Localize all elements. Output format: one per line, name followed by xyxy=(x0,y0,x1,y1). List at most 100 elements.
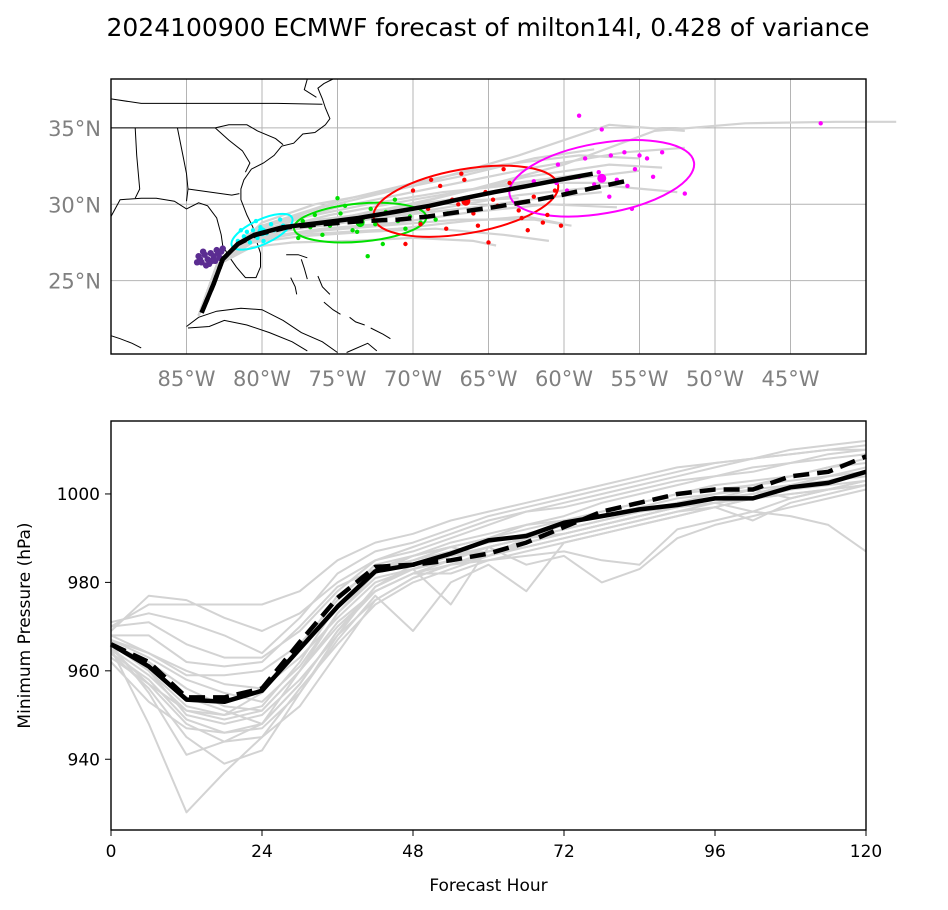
ensemble-position-point xyxy=(632,166,638,172)
coastline xyxy=(186,307,338,353)
coastline-outline xyxy=(110,78,391,353)
ensemble-pressure-line xyxy=(110,444,867,628)
ensemble-position-point xyxy=(403,226,408,231)
ensemble-pressure-line xyxy=(110,470,867,677)
y-tick-label: 980 xyxy=(68,573,100,593)
ensemble-position-point xyxy=(437,183,443,189)
ensemble-position-point xyxy=(207,249,214,257)
ensemble-position-point xyxy=(354,229,360,234)
ensemble-position-point xyxy=(608,153,614,158)
ensemble-mean-position xyxy=(597,173,607,183)
pressure-mean-lines xyxy=(109,454,867,705)
pressure-x-axis-label: Forecast Hour xyxy=(429,876,547,896)
coastline xyxy=(110,78,334,279)
map-tick-labels: 85°W 80°W 75°W 70°W 65°W 60°W 55°W 50°W 45°W 25°N… xyxy=(48,117,820,391)
x-tick-label: 24 xyxy=(251,842,273,862)
pressure-ticks: 0 24 48 72 96 120 940 960 980 1000 xyxy=(57,485,882,862)
map-x-tick-label: 50°W xyxy=(686,367,744,391)
coastline xyxy=(349,316,365,326)
ensemble-position-point xyxy=(380,241,385,247)
ensemble-position-point xyxy=(576,113,582,118)
ensemble-position-point xyxy=(519,215,524,221)
ensemble-position-point xyxy=(428,177,434,183)
ensemble-position-point xyxy=(300,218,305,224)
y-tick-label: 940 xyxy=(68,750,100,770)
coastline xyxy=(187,188,240,196)
ensemble-pressure-line xyxy=(110,501,867,721)
x-tick-label: 48 xyxy=(402,842,424,862)
ensemble-position-point xyxy=(213,246,220,254)
ensemble-position-point xyxy=(365,254,370,259)
coastline xyxy=(323,301,341,315)
coastline xyxy=(317,275,331,295)
map-x-tick-label: 70°W xyxy=(384,367,442,391)
coastline xyxy=(111,124,284,146)
map-x-tick-label: 85°W xyxy=(158,367,216,391)
coastline xyxy=(110,98,323,105)
mean-track-solid xyxy=(199,171,594,314)
y-tick-label: 1000 xyxy=(57,485,100,505)
ensemble-position-point xyxy=(501,166,506,172)
map-x-tick-label: 75°W xyxy=(309,367,367,391)
ensemble-pressure-line xyxy=(110,475,867,756)
ensemble-position-point xyxy=(629,206,635,212)
ensemble-position-point xyxy=(599,127,604,132)
ensemble-position-point xyxy=(277,217,283,222)
x-tick-label: 0 xyxy=(106,842,117,862)
ensemble-position-point xyxy=(545,212,550,218)
x-tick-label: 120 xyxy=(850,842,882,862)
ensemble-position-point xyxy=(199,248,207,255)
ensemble-position-point xyxy=(261,238,266,244)
ensemble-position-point xyxy=(418,221,423,227)
ensemble-position-point xyxy=(644,156,650,161)
map-x-tick-label: 65°W xyxy=(460,367,518,391)
ensemble-position-point xyxy=(247,240,253,245)
ensemble-pressure-line xyxy=(110,484,867,725)
mean-pressure-dashed xyxy=(110,454,867,700)
ensemble-position-point xyxy=(208,257,216,265)
pressure-y-axis-label: Minimum Pressure (hPa) xyxy=(15,522,35,728)
figure-title: 2024100900 ECMWF forecast of milton14l, … xyxy=(107,13,870,42)
ensemble-position-point xyxy=(516,208,521,213)
map-y-tick-label: 30°N xyxy=(48,193,101,217)
ensemble-position-point xyxy=(637,153,642,158)
ensemble-position-point xyxy=(433,217,438,222)
mean-pressure-solid xyxy=(109,469,867,705)
coastline xyxy=(286,254,308,259)
ensemble-position-point xyxy=(193,259,201,266)
ensemble-position-point xyxy=(320,232,325,238)
ensemble-position-point xyxy=(582,156,588,161)
ensemble-position-point xyxy=(268,221,274,227)
x-tick-label: 72 xyxy=(553,842,575,862)
map-x-tick-label: 55°W xyxy=(611,367,669,391)
mean-track-dashed xyxy=(199,179,625,314)
coastline xyxy=(214,127,251,173)
ensemble-position-point xyxy=(682,191,687,196)
coastline xyxy=(110,335,142,349)
ensemble-position-point xyxy=(296,235,301,241)
ensemble-position-point xyxy=(555,162,561,167)
ensemble-pressure-line xyxy=(110,448,867,659)
ensemble-position-point xyxy=(392,197,398,202)
coastline xyxy=(176,127,189,202)
ensemble-position-point xyxy=(650,174,656,179)
coastline xyxy=(134,127,141,199)
coastline xyxy=(290,277,298,295)
map-uncertainty-ellipses xyxy=(230,139,696,251)
ensemble-pressure-line xyxy=(110,479,867,734)
ensemble-position-point xyxy=(525,228,530,233)
ensemble-pressure-line xyxy=(110,462,867,716)
map-x-tick-label: 45°W xyxy=(762,367,820,391)
coastline xyxy=(187,319,308,352)
ensemble-position-point xyxy=(462,177,467,183)
map-y-tick-label: 35°N xyxy=(48,117,101,141)
map-ensemble-tracks xyxy=(197,120,897,317)
coastline xyxy=(300,259,308,280)
ensemble-position-point xyxy=(238,228,244,233)
ensemble-position-point xyxy=(373,221,378,227)
uncertainty-ellipse xyxy=(508,139,696,218)
ensemble-position-point xyxy=(444,226,449,231)
ensemble-position-point xyxy=(403,241,408,247)
